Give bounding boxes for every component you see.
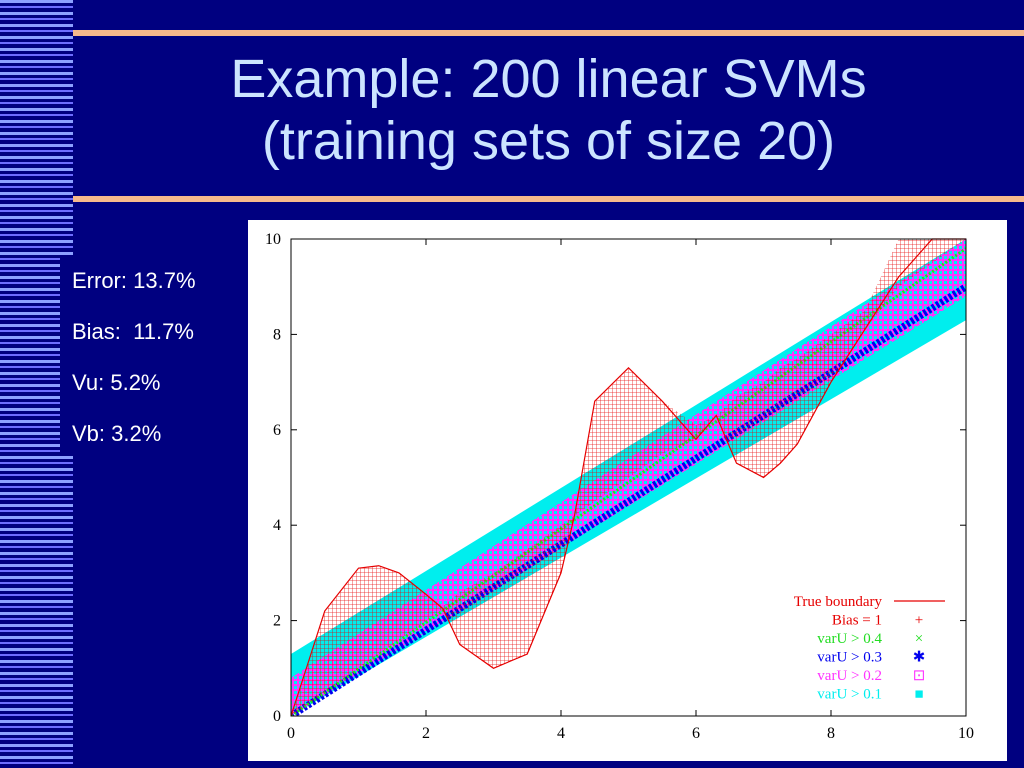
x-tick-label: 4 <box>557 725 565 742</box>
stat-bias-value: 11.7% <box>133 319 194 344</box>
plot-axes: 0 2 4 6 8 10 0 2 4 6 8 10 <box>265 231 974 742</box>
legend-marker: ✱ <box>913 650 926 666</box>
legend-label: True boundary <box>794 594 883 610</box>
legend-marker: × <box>915 631 923 647</box>
stat-bias-label: Bias: <box>72 319 121 344</box>
legend-background <box>753 588 958 708</box>
band-varu-0-3 <box>291 283 966 716</box>
stat-vu: Vu: 5.2% <box>72 370 161 396</box>
legend-marker: ⊡ <box>913 668 926 684</box>
y-tick-label: 2 <box>273 613 281 630</box>
legend-label: varU > 0.4 <box>817 631 882 647</box>
bias-region-area <box>291 239 966 716</box>
stat-error-value: 13.7% <box>133 268 196 293</box>
y-tick-label: 10 <box>265 231 281 248</box>
x-tick-label: 10 <box>958 725 974 742</box>
legend-label: varU > 0.1 <box>817 687 882 703</box>
legend-label: Bias = 1 <box>832 613 882 629</box>
legend-label: varU > 0.2 <box>817 668 882 684</box>
stat-vb-label: Vb: <box>72 421 106 446</box>
title-top-rule <box>73 30 1024 36</box>
svm-plot-svg: 0 2 4 6 8 10 0 2 4 6 8 10 True boundary Bias = 1 + var… <box>265 231 974 742</box>
true-boundary-line <box>290 238 966 717</box>
y-tick-label: 0 <box>273 708 281 725</box>
plot-frame <box>290 238 967 717</box>
y-tick-label: 8 <box>273 326 281 343</box>
bias-region <box>291 239 966 716</box>
y-tick-label: 6 <box>273 422 281 439</box>
title-bottom-rule <box>73 196 1024 202</box>
stat-error: Error: 13.7% <box>72 268 196 294</box>
stat-vb: Vb: 3.2% <box>72 421 161 447</box>
slide-title-line2: (training sets of size 20) <box>261 111 836 171</box>
x-tick-label: 8 <box>827 725 835 742</box>
svm-plot: 0 2 4 6 8 10 0 2 4 6 8 10 True boundary Bias = 1 + var… <box>248 220 1007 761</box>
x-tick-label: 0 <box>287 725 295 742</box>
y-tick-label: 4 <box>273 517 281 534</box>
legend-marker: + <box>915 613 923 629</box>
stat-vu-value: 5.2% <box>110 370 161 395</box>
stat-error-label: Error: <box>72 268 127 293</box>
legend-marker: ■ <box>914 687 923 703</box>
stat-vu-label: Vu: <box>72 370 105 395</box>
legend-label: varU > 0.3 <box>817 650 882 666</box>
stat-bias: Bias: 11.7% <box>72 319 194 345</box>
true-boundary <box>290 238 966 717</box>
plot-legend: True boundary Bias = 1 + varU > 0.4 × varU > … <box>753 588 958 708</box>
slide-title: Example: 200 linear SVMs (training sets … <box>73 48 1024 172</box>
slide-title-line1: Example: 200 linear SVMs <box>230 49 867 109</box>
stat-vb-value: 3.2% <box>111 421 162 446</box>
x-tick-label: 2 <box>422 725 430 742</box>
x-tick-label: 6 <box>692 725 700 742</box>
stats-panel: Error: 13.7% Bias: 11.7% Vu: 5.2% Vb: 3.… <box>60 258 240 454</box>
